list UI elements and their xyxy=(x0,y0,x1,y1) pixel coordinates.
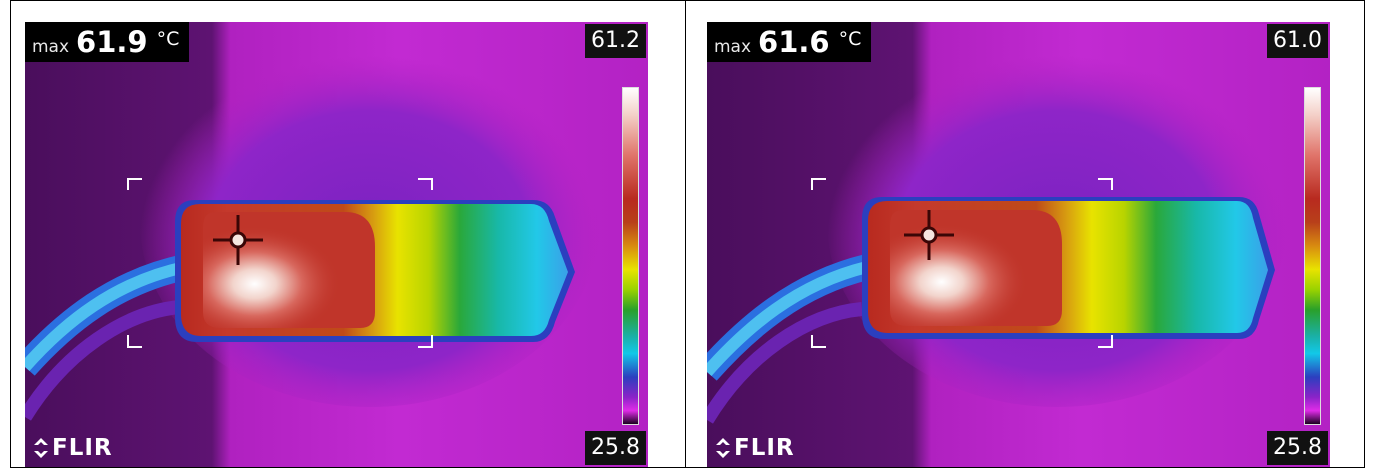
scale-min-label: 25.8 xyxy=(585,431,646,465)
color-scale-bar xyxy=(1304,87,1321,425)
max-temperature-readout: max 61.9 °C xyxy=(25,22,190,62)
flir-logo: FLIR xyxy=(715,435,795,461)
flir-diamond-icon xyxy=(716,438,730,458)
flir-diamond-icon xyxy=(34,438,48,458)
temperature-unit: °C xyxy=(156,28,180,50)
scale-max-label: 61.2 xyxy=(585,24,646,58)
flir-logo-text: FLIR xyxy=(52,435,113,461)
color-scale-bar xyxy=(622,87,639,425)
thermal-image-right: max 61.6 °C 61.0 25.8 FLIR xyxy=(707,22,1330,467)
thermal-scene-right xyxy=(707,22,1330,467)
measurement-box-brackets xyxy=(127,178,433,348)
scale-min-label: 25.8 xyxy=(1267,431,1328,465)
max-value: 61.9 xyxy=(76,25,148,59)
thermal-scene-left xyxy=(25,22,648,467)
crosshair-icon xyxy=(213,215,263,265)
scale-max-label: 61.0 xyxy=(1267,24,1328,58)
max-label: max xyxy=(714,37,752,57)
temperature-unit: °C xyxy=(838,28,862,50)
max-temperature-readout: max 61.6 °C xyxy=(707,22,872,62)
flir-logo-text: FLIR xyxy=(734,435,795,461)
crosshair-icon xyxy=(904,210,954,260)
thermal-image-left: max 61.9 °C 61.2 25.8 FLIR xyxy=(25,22,648,467)
measurement-box-brackets xyxy=(811,178,1113,348)
max-label: max xyxy=(32,37,70,57)
flir-logo: FLIR xyxy=(33,435,113,461)
max-value: 61.6 xyxy=(758,25,830,59)
